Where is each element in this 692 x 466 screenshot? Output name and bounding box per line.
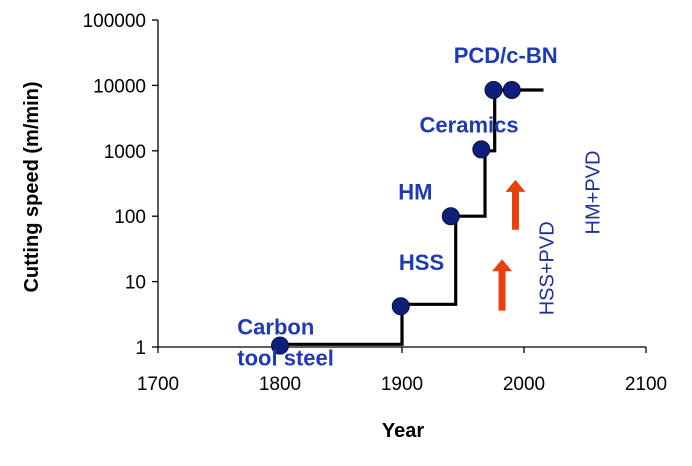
annotations: Carbon tool steel HSS HM Ceramics PCD/c-BN HSS…	[237, 43, 604, 371]
y-tick-label: 1	[135, 338, 146, 359]
x-tick-label: 2000	[503, 374, 545, 395]
annotation-label: HSS+PVD	[536, 221, 558, 315]
annotation-label: Ceramics	[420, 113, 519, 138]
axes	[152, 19, 647, 353]
y-tick-label: 10000	[93, 76, 146, 97]
annotation-label: PCD/c-BN	[454, 43, 558, 68]
annotation-line: tool steel	[237, 346, 334, 371]
pvd-arrows	[492, 179, 526, 311]
tick-labels: 1 10 100 1000 10000 100000 1700 1800 1900 2000 210…	[83, 11, 668, 395]
annotation-label: Carbon tool steel	[237, 315, 334, 371]
annotation-line: Carbon	[237, 315, 314, 340]
x-tick-label: 1800	[259, 374, 301, 395]
annotation-label: HM+PVD	[583, 151, 605, 235]
data-point-marker	[472, 140, 491, 159]
annotation-label: HM	[398, 180, 432, 205]
x-tick-label: 2100	[625, 374, 667, 395]
x-tick-label: 1700	[137, 374, 179, 395]
x-tick-label: 1900	[381, 374, 423, 395]
y-axis-title: Cutting speed (m/min)	[21, 81, 43, 292]
up-arrow-icon	[505, 179, 526, 230]
step-series	[280, 88, 544, 346]
y-tick-label: 100	[114, 207, 146, 228]
data-point-marker	[271, 336, 289, 355]
cutting-speed-step-line	[280, 88, 544, 346]
y-tick-label: 1000	[104, 142, 146, 163]
data-point-marker	[502, 81, 521, 100]
data-point-marker	[441, 207, 460, 226]
x-axis-title: Year	[382, 420, 424, 442]
y-tick-label: 100000	[83, 11, 146, 32]
up-arrow-icon	[492, 259, 513, 311]
data-point-marker	[484, 81, 503, 100]
data-point-marker	[391, 297, 410, 316]
annotation-label: HSS	[399, 250, 444, 275]
data-markers	[271, 81, 521, 355]
y-tick-label: 10	[125, 273, 146, 294]
